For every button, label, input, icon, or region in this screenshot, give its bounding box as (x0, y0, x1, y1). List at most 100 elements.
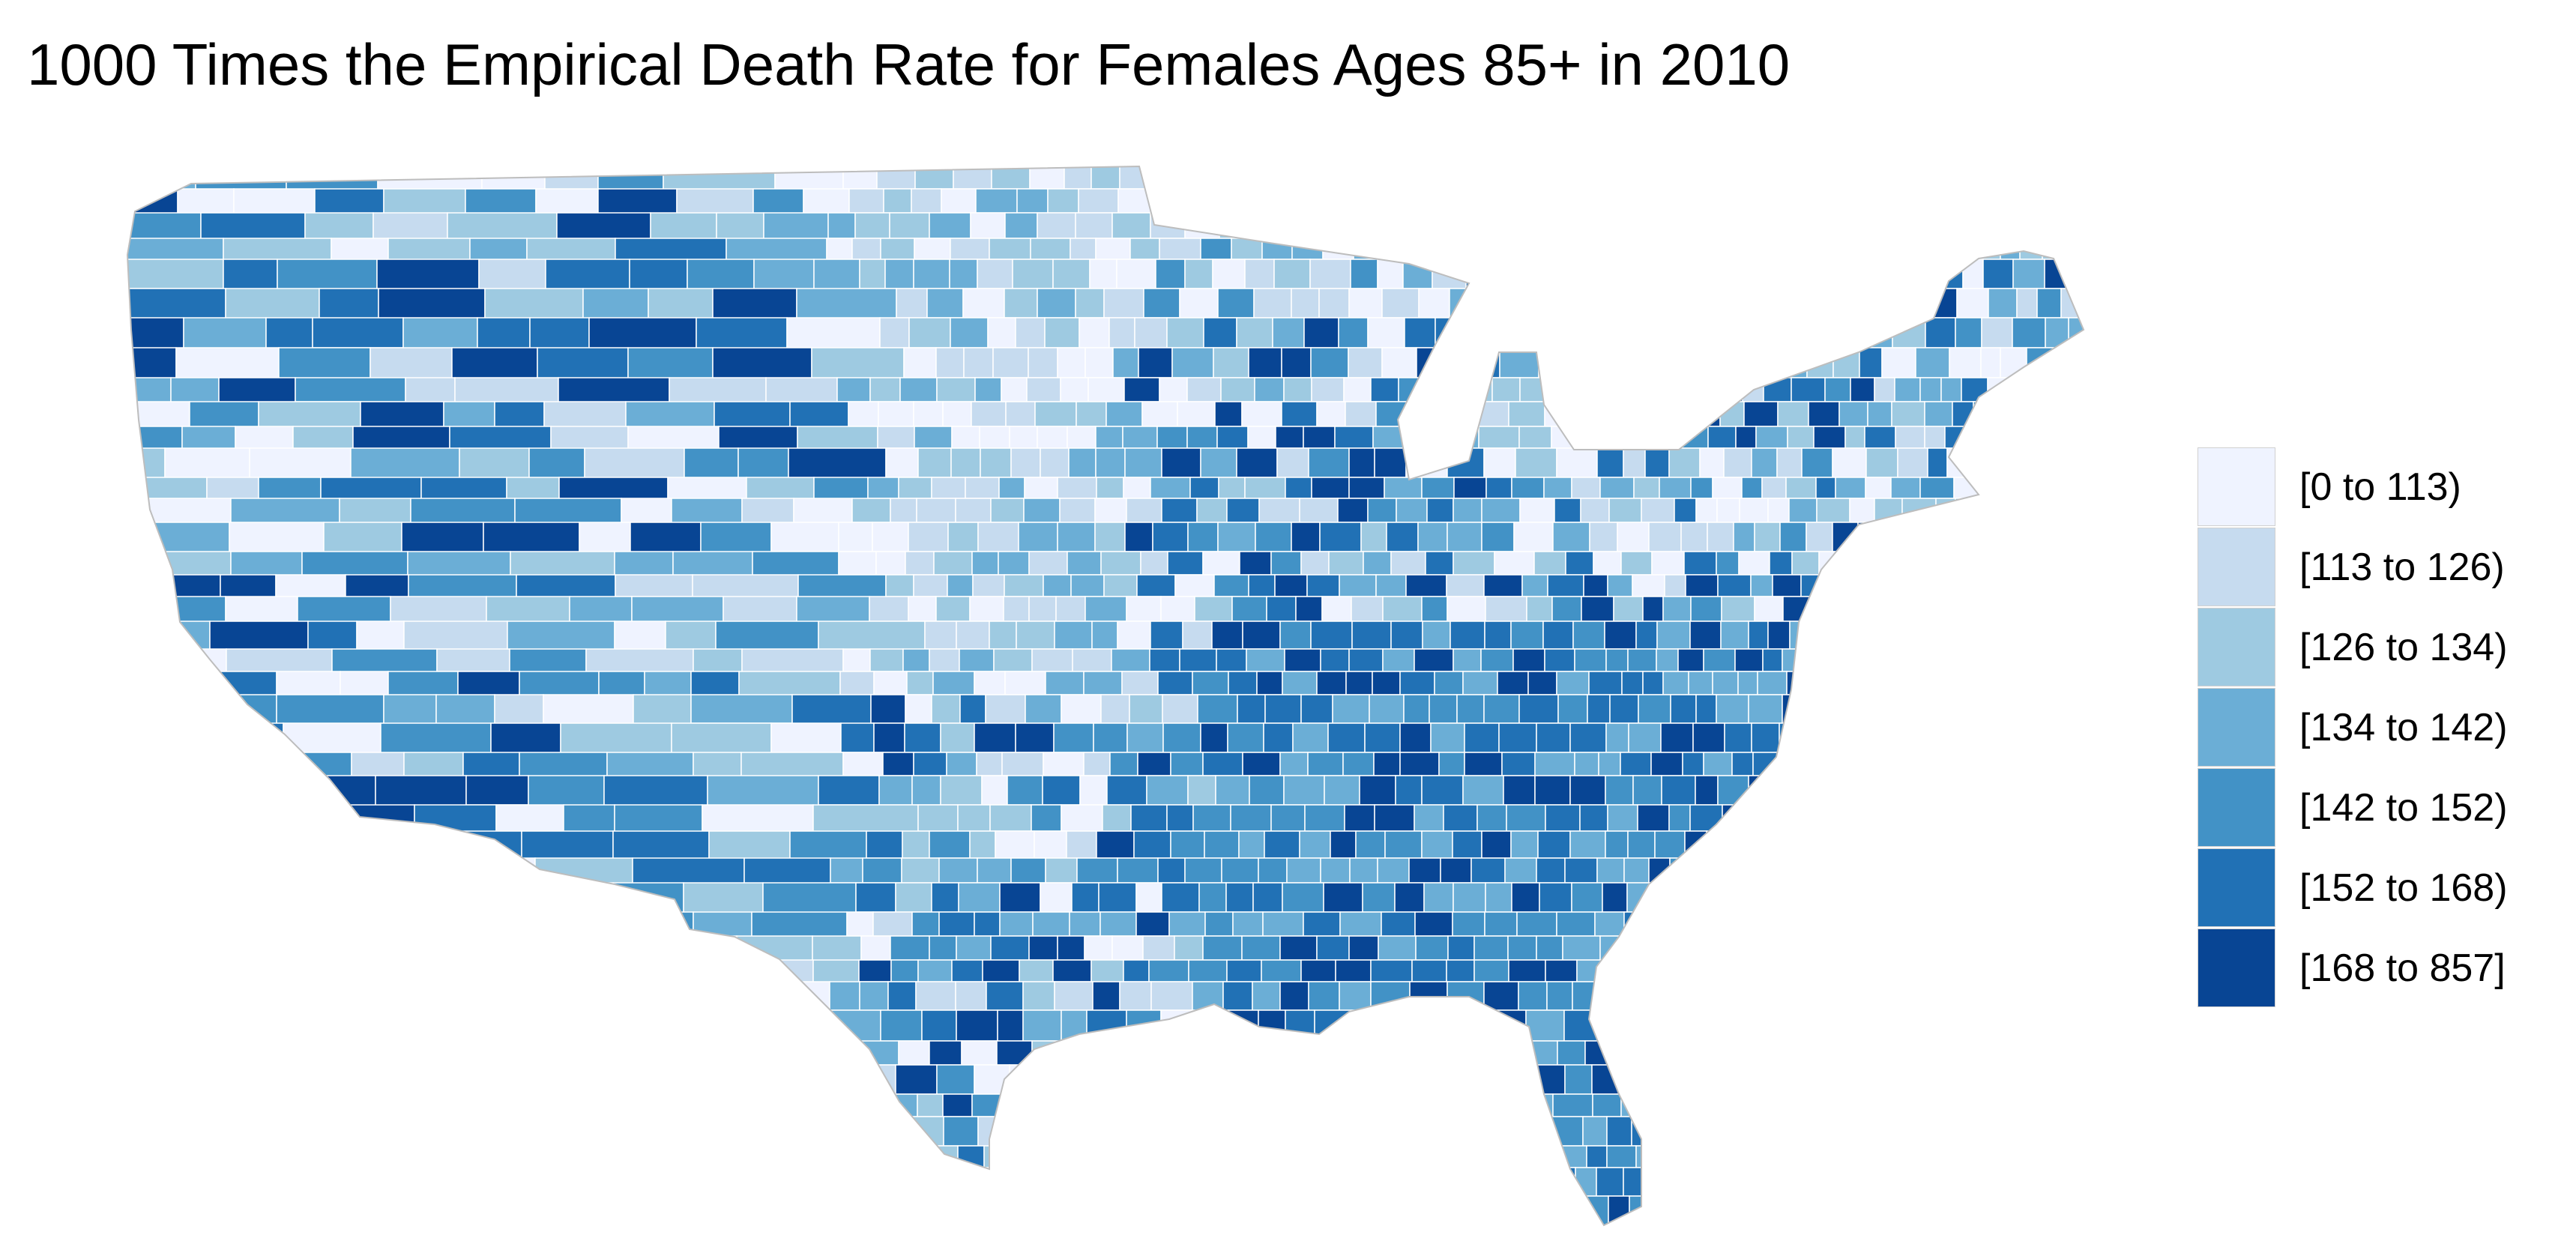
county (1924, 401, 1953, 427)
county (1111, 212, 1151, 239)
county (1354, 1009, 1386, 1042)
county (1222, 1040, 1255, 1066)
county (1007, 775, 1043, 806)
county (1040, 882, 1073, 913)
county (1069, 911, 1101, 937)
county (1924, 648, 1947, 672)
county (1057, 522, 1096, 552)
county (1345, 401, 1377, 427)
county (1014, 1116, 1046, 1147)
county (1552, 522, 1590, 552)
county (1151, 188, 1188, 214)
county (903, 347, 937, 378)
county (1833, 259, 1863, 289)
county (1731, 959, 1765, 982)
county (1085, 596, 1127, 622)
county (943, 1116, 979, 1147)
county (1111, 648, 1150, 672)
county (1524, 259, 1560, 289)
county (205, 882, 289, 916)
county (127, 551, 232, 579)
county (2072, 804, 2084, 832)
county (1161, 447, 1201, 478)
county (975, 188, 1018, 214)
county (1264, 830, 1300, 859)
county (1067, 426, 1097, 449)
county (1656, 621, 1691, 650)
county (1967, 911, 1993, 937)
county (1962, 1167, 1992, 1197)
county (1244, 477, 1286, 499)
county (1070, 238, 1097, 260)
county (127, 259, 224, 289)
county (1717, 775, 1749, 806)
county (1925, 317, 1956, 348)
county (2038, 447, 2069, 478)
county (1613, 596, 1644, 622)
county (2072, 259, 2084, 289)
county (1596, 447, 1624, 478)
county (1695, 775, 1719, 806)
legend-swatch (2198, 528, 2275, 606)
county (2031, 648, 2056, 672)
county (1836, 188, 1867, 214)
county (941, 188, 977, 214)
county (996, 1040, 1033, 1066)
county (1753, 1009, 1782, 1042)
county (876, 1145, 905, 1168)
county (1620, 1093, 1656, 1117)
county (1787, 426, 1815, 449)
county (1393, 238, 1429, 260)
county (2077, 752, 2084, 776)
county (2016, 288, 2038, 318)
county (940, 775, 983, 806)
county (1342, 752, 1375, 776)
county (1194, 1227, 1222, 1255)
county (1436, 1167, 1473, 1197)
county (1779, 722, 1810, 753)
county (1040, 447, 1070, 478)
county (1577, 401, 1606, 427)
county (974, 1167, 1002, 1197)
county (187, 935, 248, 987)
county (1703, 752, 1733, 776)
county (1893, 188, 1926, 214)
county (1953, 1064, 1986, 1095)
county (2057, 574, 2078, 597)
county (1187, 1145, 1230, 1168)
county (937, 1167, 975, 1197)
county (1091, 166, 1120, 190)
county (1237, 694, 1266, 724)
county (2049, 804, 2074, 832)
county (1494, 551, 1535, 576)
county (1393, 212, 1425, 239)
legend: [0 to 113) [113 to 126) [126 to 134) [13… (2198, 447, 2557, 1008)
county (1735, 426, 1757, 449)
county (1870, 981, 1898, 1011)
county (1457, 1009, 1493, 1042)
county (1651, 551, 1685, 576)
county (1706, 830, 1731, 859)
county (2090, 318, 2114, 348)
county (2087, 1010, 2112, 1041)
county (1044, 317, 1080, 348)
county (917, 804, 959, 832)
county (974, 377, 1002, 402)
county (2051, 981, 2072, 1011)
county (1202, 935, 1243, 961)
county (1623, 857, 1650, 884)
county (1303, 426, 1336, 449)
county (1898, 1064, 1932, 1095)
county (986, 981, 1024, 1011)
county (1094, 522, 1126, 552)
county (1683, 1093, 1713, 1117)
county (2018, 1009, 2045, 1042)
county (1844, 981, 1871, 1011)
county (1769, 1145, 1800, 1168)
county (2004, 671, 2034, 695)
county (942, 401, 972, 427)
county (1429, 694, 1458, 724)
county (1635, 347, 1663, 378)
county (1680, 522, 1708, 552)
county (2089, 498, 2118, 522)
